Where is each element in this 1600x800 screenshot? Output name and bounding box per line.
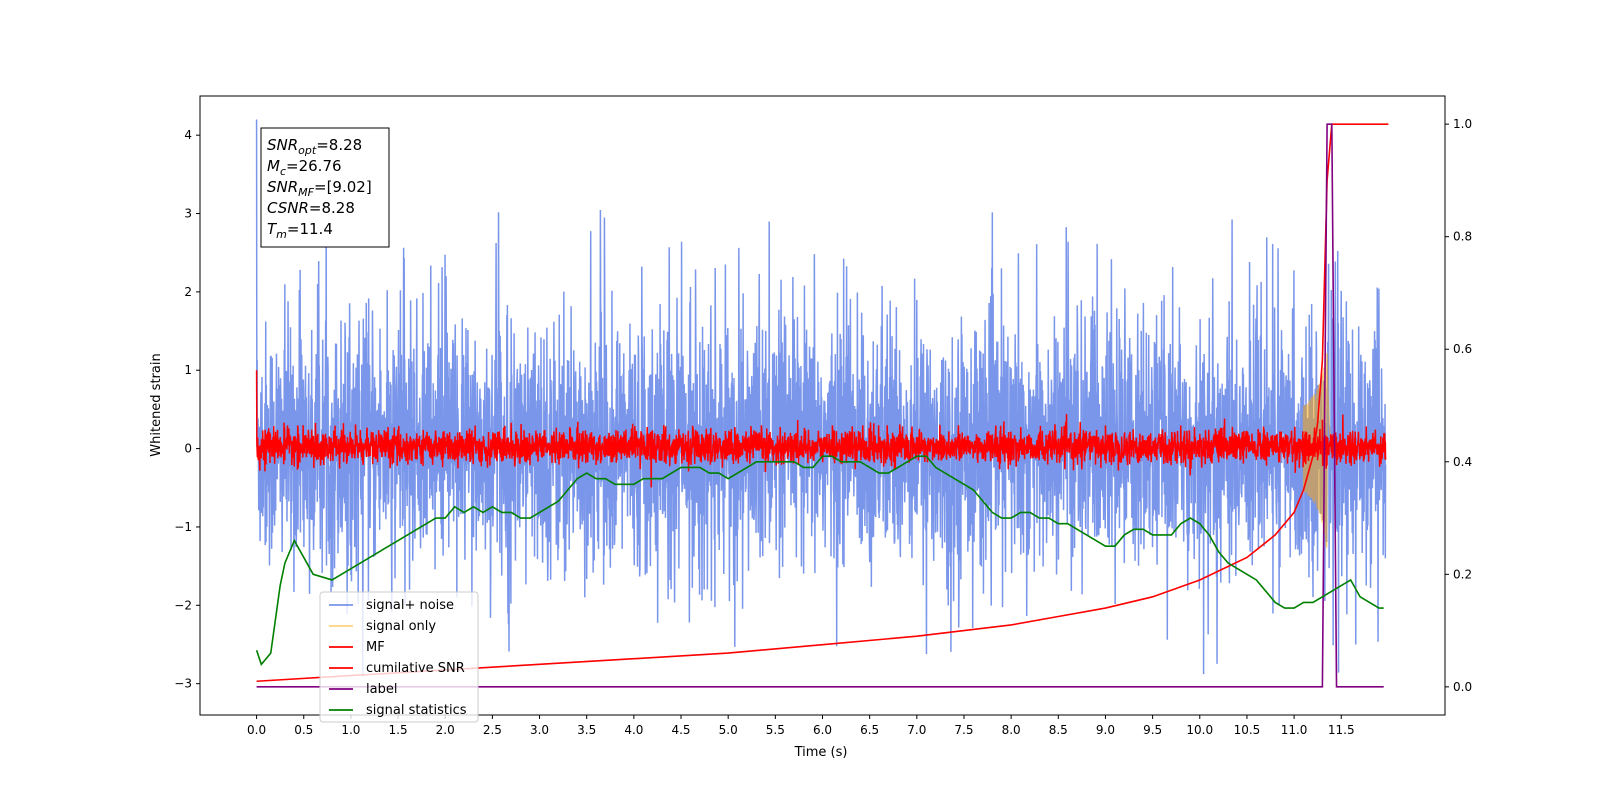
series-line-4: [256, 123, 1384, 688]
x-axis-label: Time (s): [794, 745, 848, 760]
x-tick-label: 11.0: [1281, 723, 1308, 737]
y-tick-label: 3: [184, 207, 192, 221]
x-axis-ticks: 0.0 0.5 1.0 1.5 2.0 2.5 3.0 3.5 4.0 4.5 5.0 5.5 6.0 6…: [247, 715, 1355, 737]
y2-tick-label: 1.0: [1453, 117, 1472, 131]
y-tick-label: 0: [184, 442, 192, 456]
x-tick-label: 0.0: [247, 723, 266, 737]
y-axis-ticks: −3 −2 −1 0 1 2 3 4: [174, 128, 200, 691]
x-tick-label: 4.5: [671, 723, 690, 737]
annotation-line: Mc=26.76: [267, 157, 342, 178]
legend-frame: [319, 591, 479, 723]
legend-label: MF: [366, 640, 385, 655]
annotation-line: SNRMF=[9.02]: [267, 178, 372, 199]
legend-label: signal only: [366, 619, 436, 634]
y2-tick-label: 0.4: [1453, 455, 1472, 469]
x-tick-label: 7.5: [954, 723, 973, 737]
x-tick-label: 2.5: [483, 723, 502, 737]
y2-tick-label: 0.8: [1453, 230, 1472, 244]
y-tick-label: 2: [184, 285, 192, 299]
legend: signal+ noise signal only MF cumilative SNR…: [319, 591, 479, 723]
plot-series: [255, 119, 1389, 688]
x-tick-label: 6.5: [860, 723, 879, 737]
x-tick-label: 10.0: [1186, 723, 1213, 737]
x-tick-label: 3.0: [530, 723, 549, 737]
legend-label: signal+ noise: [366, 598, 454, 613]
x-tick-label: 4.0: [624, 723, 643, 737]
legend-label: cumilative SNR: [366, 661, 465, 676]
x-tick-label: 8.0: [1002, 723, 1021, 737]
y-tick-label: −1: [174, 520, 192, 534]
y-tick-label: −2: [174, 598, 192, 612]
annotation-line: CSNR=8.28: [267, 199, 355, 217]
x-tick-label: 5.0: [719, 723, 738, 737]
y2-tick-label: 0.6: [1453, 342, 1472, 356]
y2-tick-label: 0.2: [1453, 567, 1472, 581]
x-tick-label: 6.0: [813, 723, 832, 737]
y-tick-label: −3: [174, 677, 192, 691]
x-tick-label: 8.5: [1049, 723, 1068, 737]
x-tick-label: 10.5: [1234, 723, 1261, 737]
annotation-frame: [260, 127, 390, 248]
x-tick-label: 3.5: [577, 723, 596, 737]
x-tick-label: 9.5: [1143, 723, 1162, 737]
legend-label: label: [366, 682, 397, 697]
y2-axis-ticks: 0.0 0.2 0.4 0.6 0.8 1.0: [1445, 117, 1472, 694]
series-line-2: [255, 370, 1387, 488]
annotation-box: SNRopt=8.28Mc=26.76SNRMF=[9.02]CSNR=8.28…: [260, 127, 390, 248]
series-line-5: [255, 455, 1384, 666]
x-tick-label: 2.0: [436, 723, 455, 737]
y2-tick-label: 0.0: [1453, 680, 1472, 694]
x-tick-label: 5.5: [766, 723, 785, 737]
legend-label: signal statistics: [366, 703, 467, 718]
x-tick-label: 7.0: [907, 723, 926, 737]
x-tick-label: 0.5: [294, 723, 313, 737]
annotation-line: SNRopt=8.28: [267, 136, 362, 157]
y-axis-label: Whitened strain: [149, 353, 164, 456]
annotation-line: Tm=11.4: [267, 220, 333, 241]
x-tick-label: 9.0: [1096, 723, 1115, 737]
x-tick-label: 11.5: [1328, 723, 1355, 737]
y-tick-label: 4: [184, 128, 192, 142]
y-tick-label: 1: [184, 363, 192, 377]
x-tick-label: 1.5: [389, 723, 408, 737]
x-tick-label: 1.0: [341, 723, 360, 737]
